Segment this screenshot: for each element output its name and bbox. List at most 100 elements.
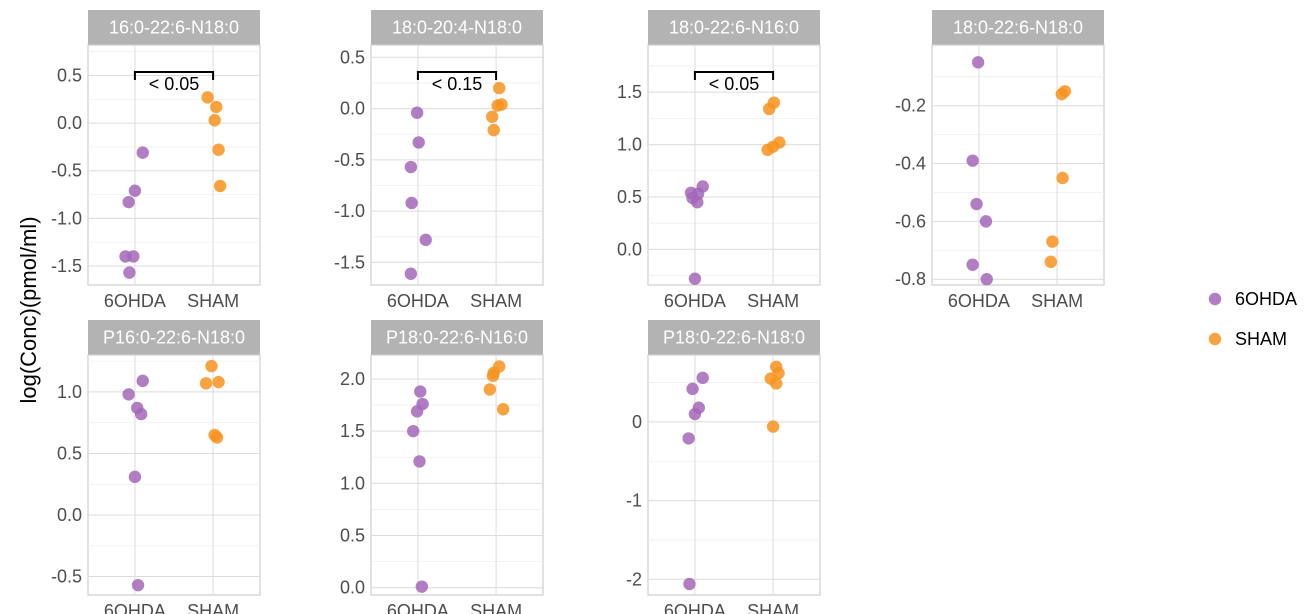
data-point-sham <box>762 102 776 116</box>
data-point-6ohda <box>404 267 418 280</box>
x-tick-label: SHAM <box>187 291 239 311</box>
data-point-6ohda <box>415 580 429 593</box>
facet-strip-title: 18:0-22:6-N18:0 <box>953 18 1083 38</box>
y-tick-label: 0.0 <box>340 99 365 119</box>
significance-bracket <box>133 71 215 80</box>
data-point-6ohda <box>691 196 704 209</box>
y-tick-label: -0.2 <box>895 96 926 116</box>
data-point-sham <box>496 403 510 416</box>
y-tick-label: -0.4 <box>895 154 926 174</box>
data-point-6ohda <box>128 184 142 197</box>
x-tick-label: SHAM <box>747 601 799 614</box>
legend-swatch-sham <box>1208 332 1222 346</box>
panel-background <box>370 354 544 596</box>
data-point-sham <box>210 431 224 444</box>
data-point-sham <box>766 420 780 433</box>
significance-label: < 0.05 <box>149 74 200 94</box>
panel-background <box>647 354 821 596</box>
x-tick-label: SHAM <box>470 291 522 311</box>
facet-strip-title: 18:0-20:4-N18:0 <box>392 18 522 38</box>
data-point-sham <box>208 114 221 127</box>
y-tick-label: -0.6 <box>895 211 926 231</box>
y-tick-label: -0.5 <box>334 150 365 170</box>
facet-panel: 16:0-22:6-N18:0 0.5 0.0 -0.5 -1.0 -1.5 6OHDA SH… <box>51 10 261 311</box>
y-tick-label: 0.5 <box>340 526 365 546</box>
data-point-6ohda <box>682 432 695 445</box>
data-point-6ohda <box>980 273 993 286</box>
x-tick-label: SHAM <box>470 601 522 614</box>
y-tick-label: 0.5 <box>340 47 365 67</box>
facet-strip <box>648 320 820 355</box>
y-tick-label: 0.5 <box>57 443 82 463</box>
significance-bracket <box>416 71 498 80</box>
x-tick-label: SHAM <box>747 291 799 311</box>
facet-strip-title: 18:0-22:6-N16:0 <box>669 18 799 38</box>
data-point-sham <box>770 377 783 390</box>
y-tick-label: 0.5 <box>57 65 82 85</box>
facet-panel: P18:0-22:6-N16:0 2.0 1.5 1.0 0.5 0.0 6OHDA SHAM <box>340 320 544 614</box>
facet-panel: P16:0-22:6-N18:0 1.0 0.5 0.0 -0.5 6OHDA SHAM <box>51 320 261 614</box>
facet-panels: 16:0-22:6-N18:0 0.5 0.0 -0.5 -1.0 -1.5 6OHDA SH… <box>51 10 1105 614</box>
data-point-sham <box>1044 255 1058 269</box>
y-tick-label: 1.0 <box>617 135 642 155</box>
data-point-6ohda <box>410 405 424 418</box>
facet-panel: 18:0-20:4-N18:0 0.5 0.0 -0.5 -1.0 -1.5 6OHDA SH… <box>334 10 544 311</box>
y-tick-label: 0.0 <box>340 578 365 598</box>
data-point-sham <box>212 375 225 389</box>
facet-strip-title: P16:0-22:6-N18:0 <box>103 328 245 348</box>
data-point-6ohda <box>136 146 149 159</box>
legend: 6OHDA SHAM <box>1208 289 1297 349</box>
x-tick-label: 6OHDA <box>387 291 449 311</box>
legend-swatch-6ohda <box>1208 292 1222 306</box>
data-point-6ohda <box>410 106 424 119</box>
x-tick-label: SHAM <box>187 601 239 614</box>
data-point-sham <box>205 359 218 373</box>
data-point-6ohda <box>122 388 135 401</box>
data-point-6ohda <box>134 407 148 421</box>
facet-strip <box>371 10 543 45</box>
data-point-6ohda <box>405 196 418 210</box>
significance-label: < 0.05 <box>709 74 760 94</box>
data-point-6ohda <box>136 374 149 388</box>
data-point-sham <box>493 81 506 95</box>
data-point-6ohda <box>414 385 427 398</box>
y-tick-label: 1.5 <box>617 82 642 102</box>
data-point-sham <box>486 369 500 383</box>
data-point-6ohda <box>131 578 145 592</box>
data-point-6ohda <box>122 195 135 209</box>
data-point-sham <box>761 143 774 157</box>
y-tick-label: 2.0 <box>340 369 365 389</box>
facet-strip <box>88 10 260 45</box>
data-point-6ohda <box>412 136 425 149</box>
facet-strip <box>648 10 820 45</box>
y-tick-label: -0.8 <box>895 269 926 289</box>
data-point-6ohda <box>970 197 983 211</box>
data-point-sham <box>212 143 225 156</box>
data-point-sham <box>487 123 500 137</box>
y-tick-label: -1.0 <box>334 201 365 221</box>
data-point-sham <box>1056 171 1069 185</box>
data-point-sham <box>201 91 214 104</box>
data-point-sham <box>210 100 223 114</box>
data-point-6ohda <box>128 470 142 484</box>
y-tick-label: -1.5 <box>334 252 365 272</box>
panel-background <box>87 44 261 286</box>
significance-bracket <box>693 71 775 80</box>
y-axis-title: log(Conc)(pmol/ml) <box>16 216 41 403</box>
y-tick-label: 0 <box>632 412 642 432</box>
facet-panel: P18:0-22:6-N18:0 0 -1 -2 6OHDA SHAM <box>626 320 821 614</box>
panel-background <box>647 44 821 286</box>
data-point-6ohda <box>413 455 426 468</box>
facet-strip-title: P18:0-22:6-N16:0 <box>386 328 528 348</box>
data-point-6ohda <box>683 577 696 591</box>
data-point-6ohda <box>688 407 702 421</box>
panel-background <box>931 44 1105 286</box>
facet-strip-title: P18:0-22:6-N18:0 <box>663 328 805 348</box>
facet-strip-title: 16:0-22:6-N18:0 <box>109 18 239 38</box>
data-point-6ohda <box>686 382 699 396</box>
y-tick-label: -0.5 <box>51 161 82 181</box>
data-point-6ohda <box>419 233 432 247</box>
x-tick-label: 6OHDA <box>948 291 1010 311</box>
data-point-sham <box>1046 235 1059 248</box>
